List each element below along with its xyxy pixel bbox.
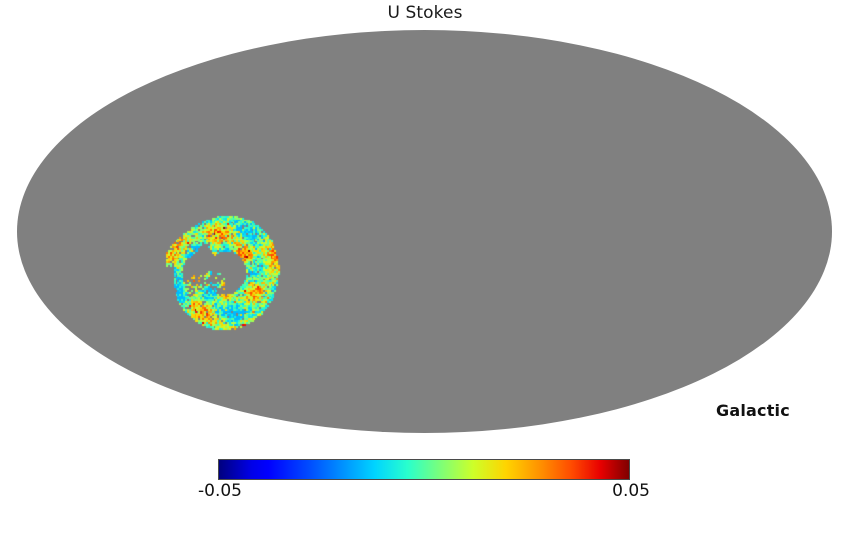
healpix-data-layer <box>17 30 832 433</box>
colorbar-group: -0.05 0.05 <box>198 459 650 501</box>
colorbar-tick-max: 0.05 <box>612 481 650 501</box>
sky-ellipse-background <box>17 30 832 433</box>
coordinate-system-label: Galactic <box>716 401 790 420</box>
page-title: U Stokes <box>387 3 463 23</box>
colorbar-tick-min: -0.05 <box>198 481 242 501</box>
colorbar <box>218 459 630 480</box>
mollweide-projection <box>17 30 832 433</box>
